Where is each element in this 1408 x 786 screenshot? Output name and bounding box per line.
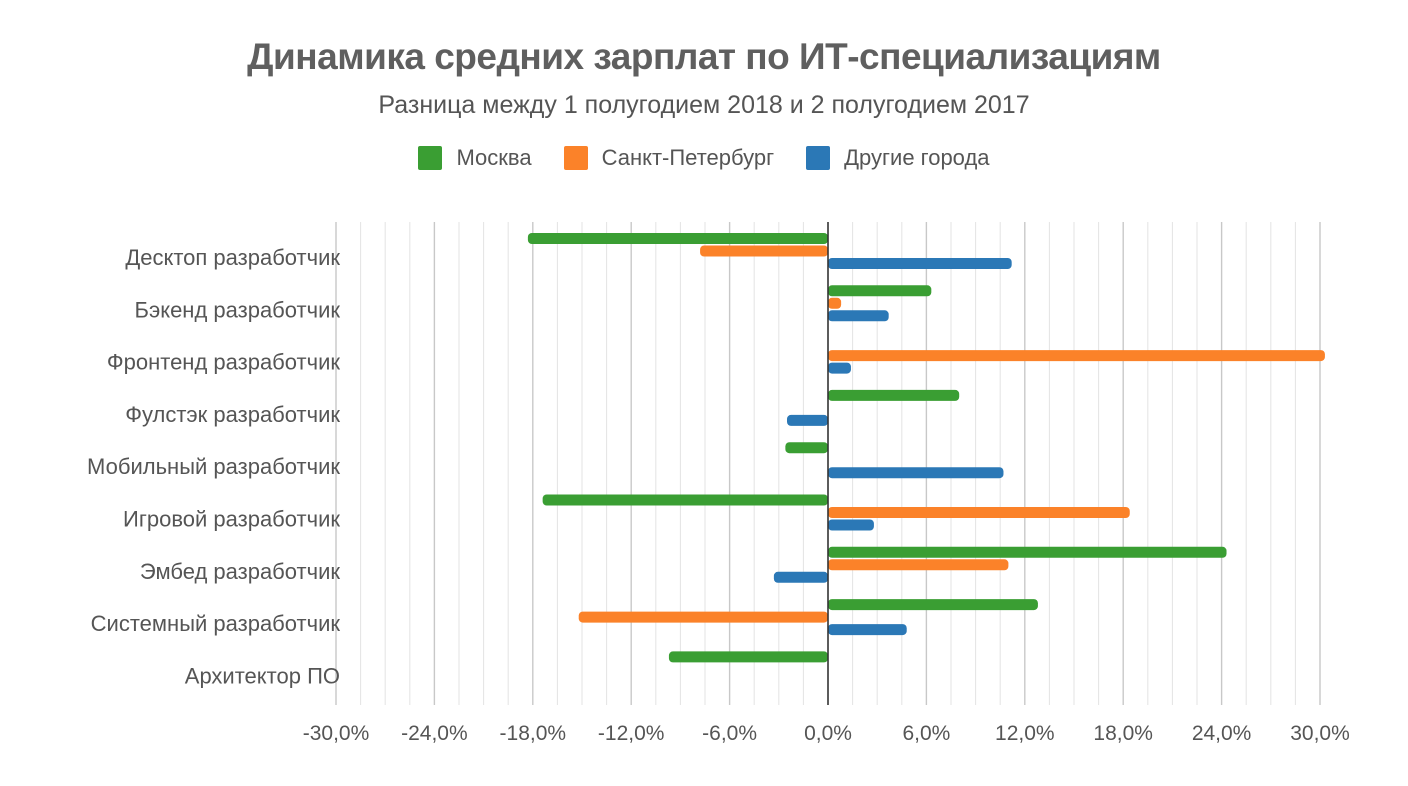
bar-spb-7 <box>578 611 828 623</box>
x-tick-label: -30,0% <box>303 722 370 745</box>
category-label: Бэкенд разработчик <box>135 297 341 322</box>
x-tick-label: -12,0% <box>598 722 665 745</box>
legend-swatch-spb <box>563 146 588 170</box>
x-tick-label: -24,0% <box>401 722 468 745</box>
bar-other-1 <box>828 310 889 322</box>
category-label: Архитектор ПО <box>185 663 340 688</box>
bar-other-2 <box>828 362 851 374</box>
legend-item-spb: Санкт-Петербург <box>563 145 775 171</box>
legend-swatch-moscow <box>418 146 443 170</box>
bar-moscow-7 <box>828 599 1038 611</box>
legend-item-other: Другие города <box>806 145 990 171</box>
category-label: Десктоп разработчик <box>125 245 340 270</box>
x-tick-label: 6,0% <box>902 722 950 745</box>
bar-moscow-0 <box>527 233 828 244</box>
bar-other-5 <box>828 519 874 531</box>
x-tick-label: -6,0% <box>702 722 757 745</box>
category-label: Мобильный разработчик <box>87 454 340 479</box>
bar-moscow-3 <box>828 389 960 401</box>
bar-other-6 <box>773 571 828 583</box>
legend-label-spb: Санкт-Петербург <box>601 145 775 170</box>
chart-title: Динамика средних зарплат по ИТ-специализ… <box>247 36 1161 77</box>
legend: Москва Санкт-Петербург Другие города <box>0 145 1408 171</box>
chart-subtitle: Разница между 1 полугодием 2018 и 2 полу… <box>378 91 1030 119</box>
bar-spb-1 <box>828 297 842 309</box>
category-label: Фронтенд разработчик <box>107 350 340 375</box>
category-label: Фулстэк разработчик <box>125 402 340 427</box>
bar-spb-2 <box>828 350 1325 362</box>
bar-moscow-4 <box>785 442 828 454</box>
x-tick-label: 0,0% <box>804 722 852 745</box>
legend-label-other: Другие города <box>844 145 990 170</box>
bar-other-4 <box>828 467 1004 479</box>
legend-label-moscow: Москва <box>456 145 532 170</box>
bar-spb-0 <box>700 245 828 257</box>
x-tick-label: 12,0% <box>995 722 1055 745</box>
category-label: Системный разработчик <box>91 611 341 636</box>
category-label: Эмбед разработчик <box>140 559 340 584</box>
bar-other-0 <box>828 258 1012 269</box>
bar-other-3 <box>787 414 828 426</box>
bars <box>527 233 1325 663</box>
category-label: Игровой разработчик <box>123 507 340 532</box>
legend-swatch-other <box>806 146 831 170</box>
bar-moscow-8 <box>668 651 828 663</box>
x-tick-label: 24,0% <box>1192 722 1252 745</box>
x-tick-label: -18,0% <box>500 722 567 745</box>
bar-spb-5 <box>828 507 1130 518</box>
bar-moscow-6 <box>828 546 1227 558</box>
bar-other-7 <box>828 624 907 636</box>
x-tick-label: 18,0% <box>1093 722 1153 745</box>
legend-item-moscow: Москва <box>418 145 532 171</box>
bar-moscow-1 <box>828 285 932 297</box>
x-tick-label: 30,0% <box>1290 722 1350 745</box>
bar-moscow-5 <box>542 494 828 506</box>
bar-spb-6 <box>828 559 1009 571</box>
